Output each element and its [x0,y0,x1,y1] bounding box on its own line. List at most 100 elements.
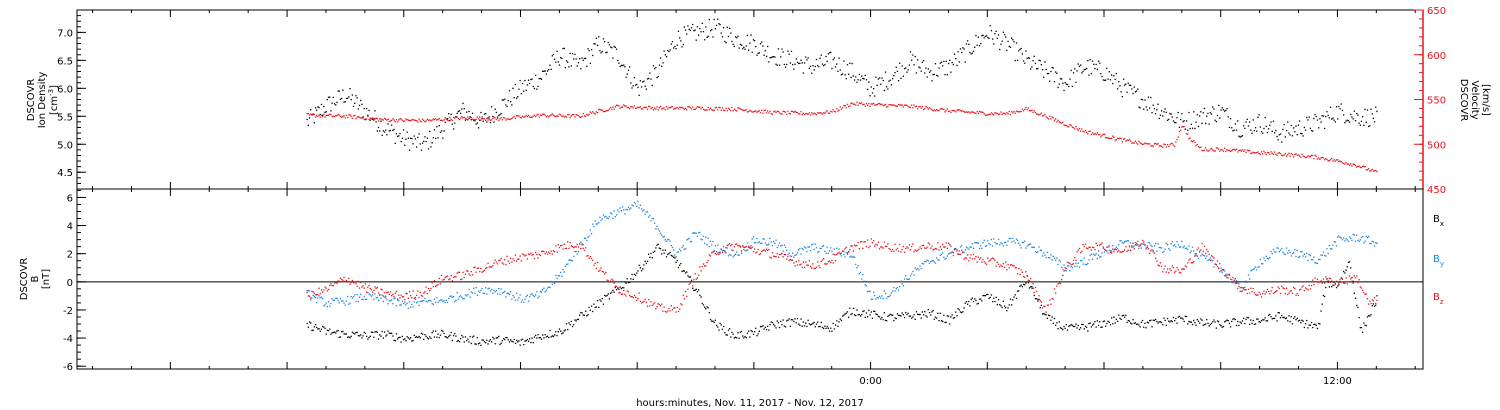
bx-series-point [606,294,608,297]
density-series-point [1235,129,1238,131]
bz-series-point [1210,255,1213,257]
velocity-series-point [648,105,650,107]
bz-series-point [536,253,538,256]
by-series-point [1108,249,1110,252]
bx-series-point [669,251,671,254]
bx-series-point [1038,298,1040,301]
velocity-series-point [545,116,547,118]
bz-series-point [350,281,352,284]
velocity-series-point [481,116,483,118]
velocity-series-point [690,108,693,110]
velocity-series-point [1250,152,1252,155]
bz-series-point [1309,288,1311,290]
velocity-series-point [1026,109,1028,111]
velocity-series-point [859,102,862,105]
bx-series-point [811,323,813,325]
density-series-point [565,60,568,62]
by-series-point [1162,251,1164,254]
by-series-point [557,275,559,277]
velocity-series-point [335,114,337,117]
bz-series-point [705,265,707,267]
bx-series-point [1133,322,1135,324]
bz-series-point [1295,294,1297,296]
density-series-point [1016,59,1019,61]
bx-series-point [588,306,590,309]
bz-series-point [682,294,684,296]
bx-series-point [1075,323,1077,325]
bx-series-point [1157,322,1159,324]
bx-series-point [511,340,513,342]
density-series-point [745,45,747,47]
bz-series-point [789,259,791,261]
velocity-ylabel-line2: Velocity [1469,80,1480,119]
bz-series-point [756,251,758,253]
by-series-point [596,223,599,225]
density-series-point [1246,118,1248,120]
by-series-point [702,235,705,237]
bz-series-point [570,245,572,247]
by-series-point [928,262,931,264]
density-series-point [1365,121,1367,123]
density-series-point [709,30,712,32]
velocity-series-point [473,119,475,121]
bx-series-point [922,314,925,316]
bx-series-point [1147,322,1150,324]
bx-series-point [643,264,645,266]
velocity-series-point [512,116,514,119]
density-series-point [1331,118,1333,120]
bx-series-point [1333,281,1335,283]
by-series-point [700,238,702,240]
by-series-point [1283,253,1285,255]
velocity-series-point [1163,143,1165,145]
density-series-point [366,107,368,110]
bz-series-point [825,263,827,265]
velocity-series-point [1168,145,1170,148]
by-series-point [780,245,782,247]
bx-series-point [1040,304,1042,306]
bz-series-point [801,266,803,269]
density-series-point [1321,115,1323,117]
density-series-point [1226,108,1228,110]
density-series-point [354,102,356,104]
by-series-point [940,253,943,255]
bx-series-point [638,264,640,266]
bx-series-point [380,335,382,337]
density-series-point [1046,72,1048,75]
bx-series-point [442,330,444,332]
density-series-point [999,48,1001,51]
bz-series-point [944,246,946,248]
by-series-point [1268,258,1270,260]
bx-series-point [456,340,458,342]
bz-series-point [725,247,727,249]
bx-series-point [1312,326,1314,329]
density-series-point [1020,47,1022,50]
bz-series-point [665,311,668,313]
by-series-point [649,215,651,217]
bz-series-point [355,283,357,285]
density-series-point [526,84,528,86]
by-series-point [1257,266,1259,269]
bz-series-point [577,246,580,248]
by-series-point [1264,260,1266,262]
bz-series-point [1294,287,1296,290]
bx-series-point [1121,315,1123,317]
by-series-point [454,300,456,303]
bz-series-point [969,257,971,259]
density-series-point [786,63,788,66]
density-series-point [1279,133,1282,135]
velocity-series-point [358,116,361,118]
density-series-point [589,62,591,64]
bz-series-point [1061,279,1063,281]
density-series-point [830,51,832,53]
bz-series-point [1250,287,1252,289]
velocity-series-point [613,108,615,110]
bx-series-point [1284,317,1286,320]
bx-series-point [887,315,889,317]
density-series-point [348,96,350,98]
bz-series-point [630,296,632,298]
bx-series-point [414,336,417,338]
velocity-series-point [483,118,486,120]
by-series-point [1278,251,1280,253]
velocity-series-point [477,118,480,120]
velocity-series-point [1147,143,1150,145]
